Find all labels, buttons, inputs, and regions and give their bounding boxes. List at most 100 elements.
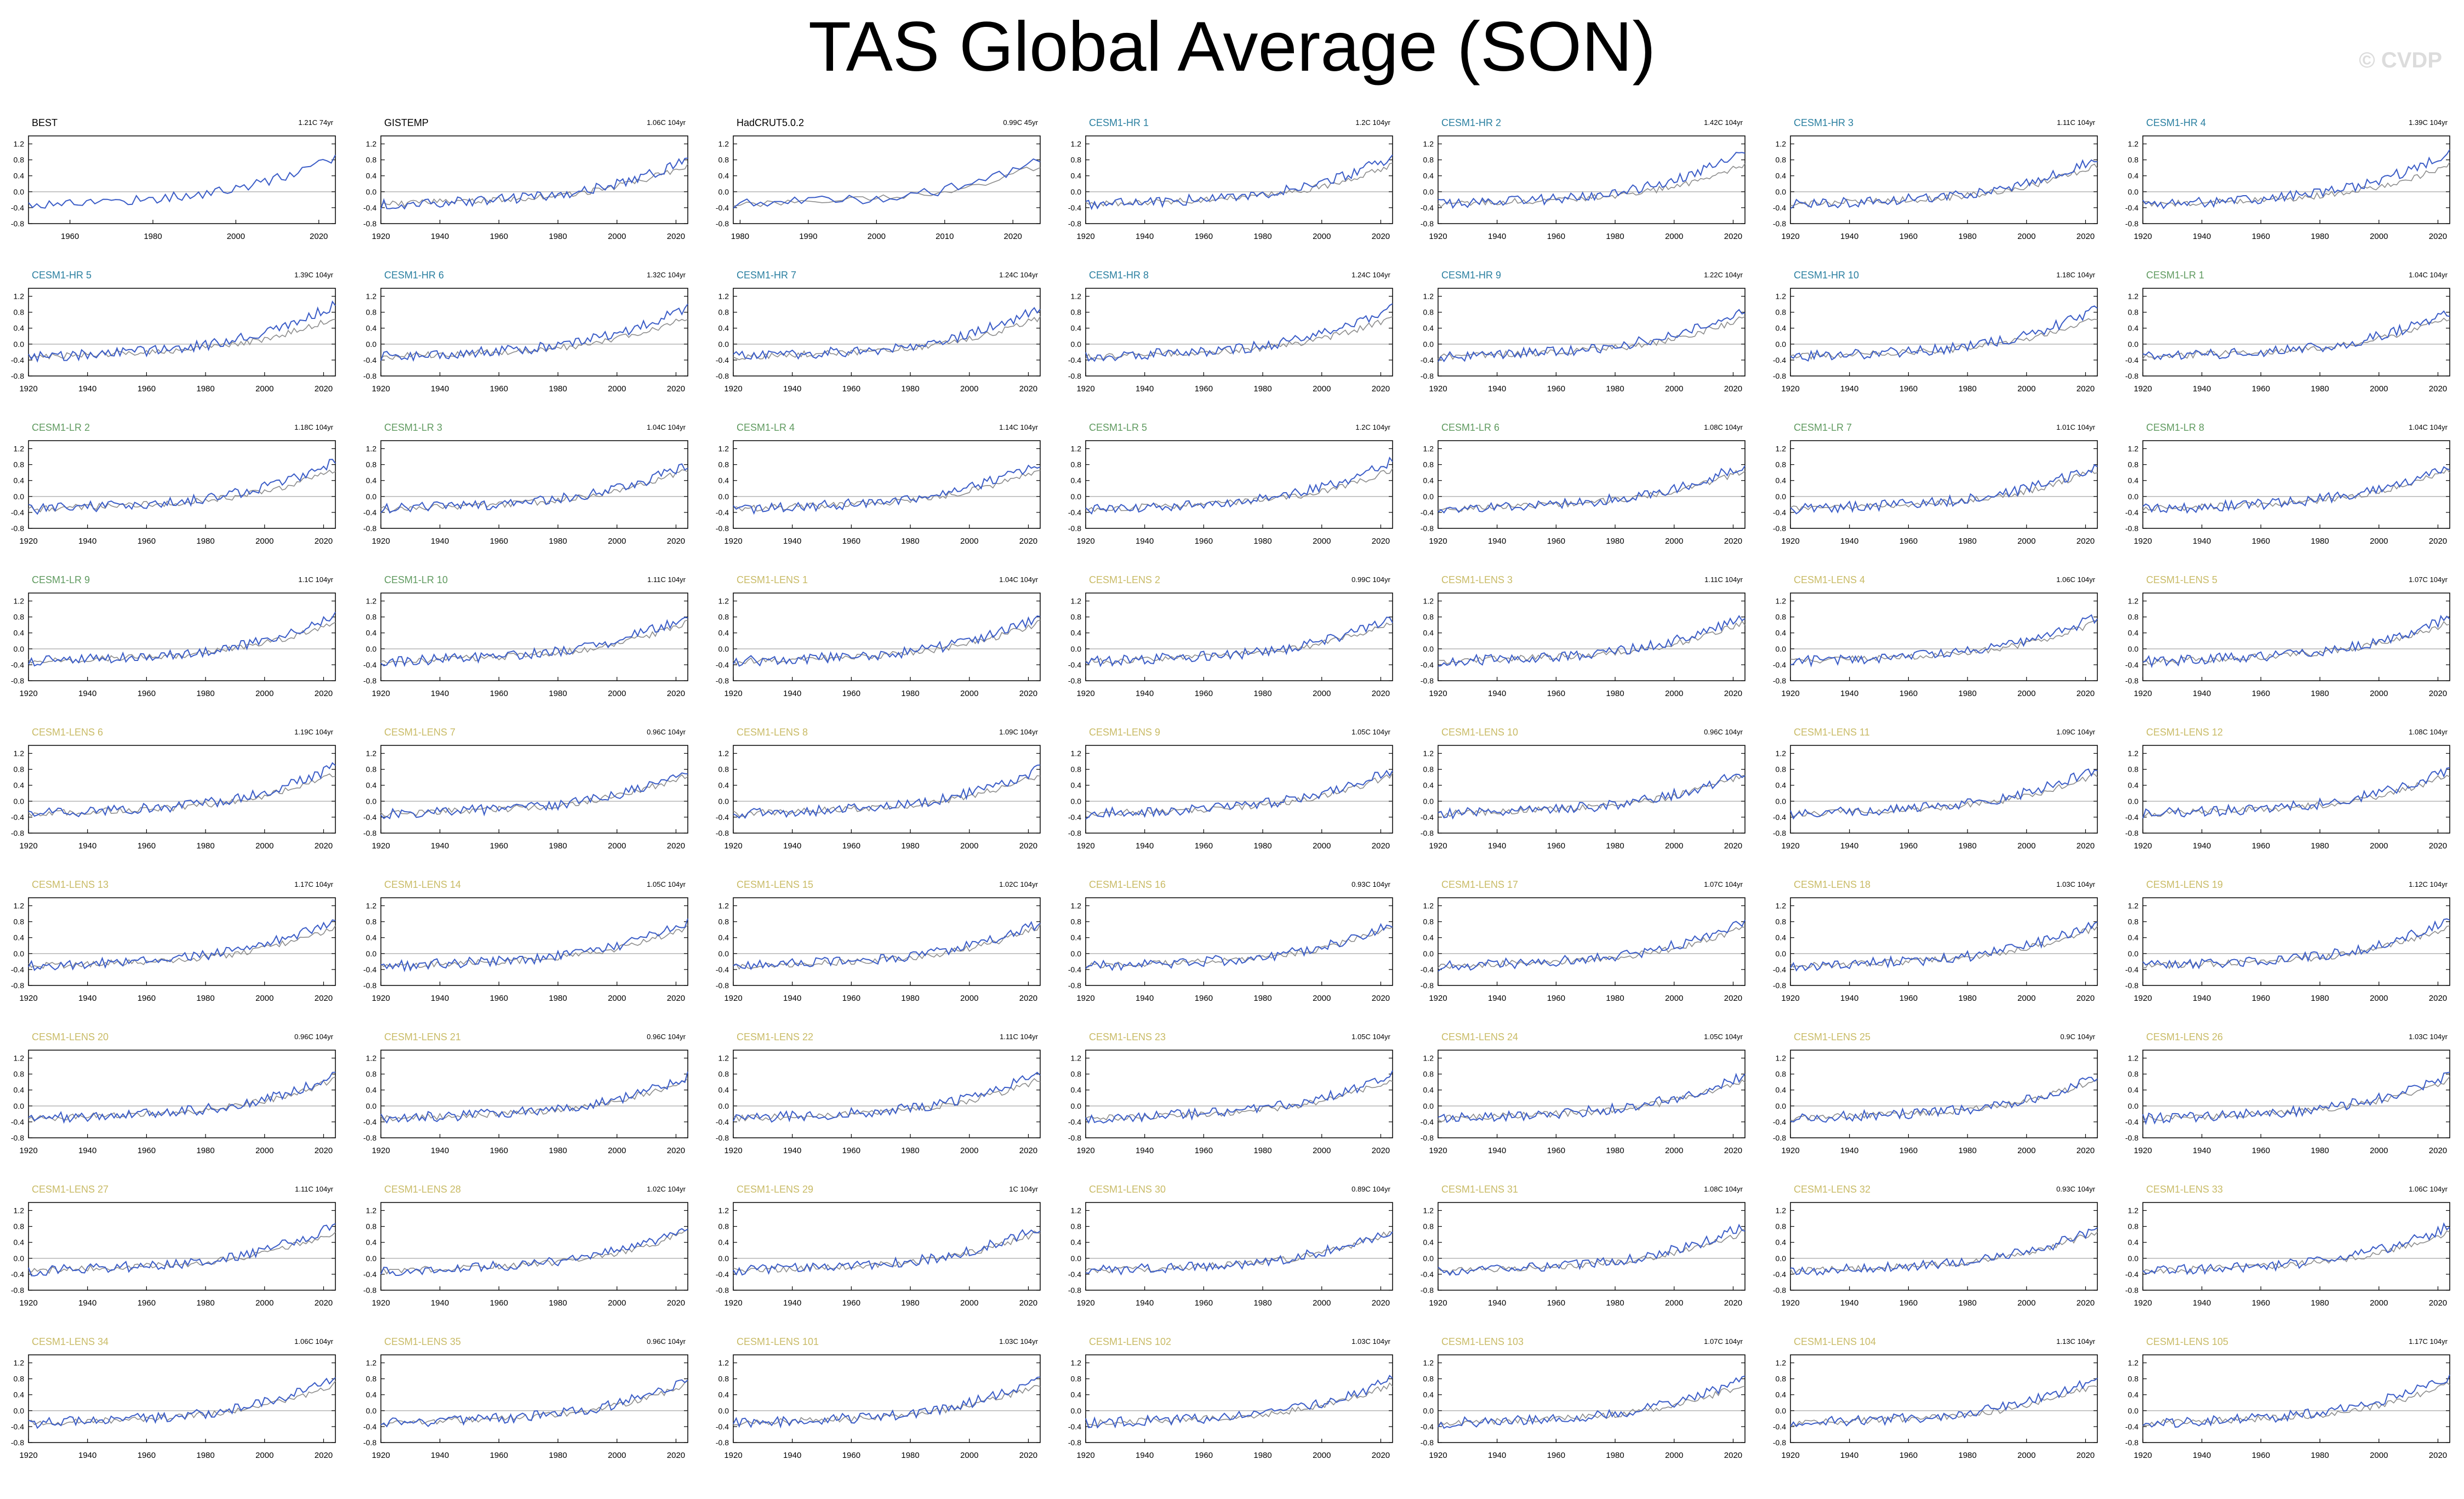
panel-title: CESM1-LENS 30 xyxy=(1089,1184,1166,1195)
x-tick-label: 2020 xyxy=(1372,384,1390,394)
y-tick-label: 0.0 xyxy=(366,492,377,501)
obs-series-line xyxy=(733,1385,1041,1426)
x-tick-label: 1940 xyxy=(1840,1451,1858,1460)
panel-trend: 1.09C 104yr xyxy=(999,728,1038,736)
y-tick-label: -0.8 xyxy=(11,676,24,685)
y-tick-label: 0.8 xyxy=(718,765,729,774)
y-tick-label: -0.8 xyxy=(2125,1286,2138,1295)
y-tick-label: 0.8 xyxy=(14,1222,25,1231)
x-tick-label: 2000 xyxy=(960,537,978,546)
x-tick-label: 1960 xyxy=(2252,1451,2270,1460)
y-tick-label: 0.4 xyxy=(1776,476,1787,485)
x-tick-label: 1980 xyxy=(549,689,567,698)
y-tick-label: 0.4 xyxy=(14,1086,25,1095)
y-tick-label: 1.2 xyxy=(2128,1054,2139,1063)
x-tick-label: 2000 xyxy=(255,384,273,394)
y-tick-label: -0.4 xyxy=(363,813,377,822)
y-tick-label: -0.8 xyxy=(716,981,729,990)
x-tick-label: 1960 xyxy=(138,384,156,394)
x-tick-label: 1940 xyxy=(1136,841,1154,851)
series-line xyxy=(380,1379,688,1428)
panel-title: CESM1-HR 8 xyxy=(1089,270,1149,281)
y-tick-label: 1.2 xyxy=(1423,749,1434,758)
y-tick-label: 0.8 xyxy=(2128,460,2139,469)
series-line xyxy=(1438,309,1746,363)
y-tick-label: 0.4 xyxy=(14,172,25,180)
plot-frame xyxy=(1790,1050,2098,1138)
panel-trend: 1.2C 104yr xyxy=(1355,423,1390,431)
x-tick-label: 2020 xyxy=(667,384,685,394)
x-tick-label: 2020 xyxy=(2429,384,2447,394)
panel-title: CESM1-LENS 19 xyxy=(2146,879,2223,890)
y-tick-label: -0.4 xyxy=(1421,660,1434,669)
panel: 1.2 0.8 0.4 0.0 -0.4 -0.8 1920 1940 1960 1980 2000… xyxy=(1068,879,1393,1003)
x-tick-label: 2000 xyxy=(2370,994,2388,1003)
y-tick-label: 0.0 xyxy=(2128,797,2139,806)
y-tick-label: 1.2 xyxy=(1423,902,1434,910)
x-tick-label: 2000 xyxy=(960,1146,978,1155)
y-tick-label: 1.2 xyxy=(718,1054,729,1063)
y-tick-label: 1.2 xyxy=(1423,1206,1434,1215)
y-tick-label: 0.8 xyxy=(2128,765,2139,774)
x-tick-label: 1980 xyxy=(2311,384,2329,394)
x-tick-label: 2020 xyxy=(1019,537,1037,546)
panel: 1.2 0.8 0.4 0.0 -0.4 -0.8 1920 1940 1960 1980 2000… xyxy=(1773,727,2098,851)
panel: 1.2 0.8 0.4 0.0 -0.4 -0.8 1920 1940 1960 1980 2000… xyxy=(1068,574,1393,698)
y-tick-label: -0.4 xyxy=(363,1118,377,1126)
plot-frame xyxy=(380,592,688,681)
panel-title: CESM1-LENS 33 xyxy=(2146,1184,2223,1195)
y-tick-label: -0.8 xyxy=(11,1438,24,1447)
x-tick-label: 1980 xyxy=(549,841,567,851)
obs-series-line xyxy=(2142,1382,2450,1427)
panel-title: CESM1-LENS 9 xyxy=(1089,727,1160,738)
x-tick-label: 1980 xyxy=(549,994,567,1003)
y-tick-label: 1.2 xyxy=(1776,902,1787,910)
x-tick-label: 1960 xyxy=(1195,537,1213,546)
panel: 1.2 0.8 0.4 0.0 -0.4 -0.8 1920 1940 1960 1980 2000… xyxy=(1773,1031,2098,1155)
panel-trend: 1.03C 104yr xyxy=(1351,1337,1390,1346)
panel-title: CESM1-LR 1 xyxy=(2146,270,2204,281)
y-tick-label: 0.0 xyxy=(1423,1254,1434,1263)
panel-title: CESM1-LENS 2 xyxy=(1089,574,1160,585)
x-tick-label: 2000 xyxy=(2370,537,2388,546)
y-tick-label: 0.0 xyxy=(14,1406,25,1415)
y-tick-label: -0.4 xyxy=(1068,660,1081,669)
x-tick-label: 1920 xyxy=(1781,689,1799,698)
x-tick-label: 2000 xyxy=(1665,232,1683,241)
x-tick-label: 1920 xyxy=(724,1451,742,1460)
y-tick-label: 1.2 xyxy=(366,292,377,301)
panel-trend: 1.17C 104yr xyxy=(2409,1337,2448,1346)
x-tick-label: 1960 xyxy=(138,1298,156,1308)
panel-title: CESM1-LENS 16 xyxy=(1089,879,1166,890)
panel-title: CESM1-LENS 25 xyxy=(1794,1031,1870,1042)
x-tick-label: 1920 xyxy=(372,1451,390,1460)
series-line xyxy=(28,762,336,818)
x-tick-label: 2000 xyxy=(1665,841,1683,851)
x-tick-label: 2000 xyxy=(2370,689,2388,698)
x-tick-label: 2020 xyxy=(2077,689,2095,698)
x-tick-label: 1960 xyxy=(1195,994,1213,1003)
y-tick-label: -0.8 xyxy=(1068,981,1081,990)
y-tick-label: -0.8 xyxy=(716,524,729,533)
x-tick-label: 2000 xyxy=(608,994,626,1003)
y-tick-label: 1.2 xyxy=(1776,292,1787,301)
x-tick-label: 1920 xyxy=(19,689,37,698)
x-tick-label: 1920 xyxy=(2134,994,2152,1003)
x-tick-label: 2020 xyxy=(1724,1451,1742,1460)
x-tick-label: 1960 xyxy=(2252,994,2270,1003)
x-tick-label: 1940 xyxy=(1840,841,1858,851)
y-tick-label: 0.4 xyxy=(718,172,729,180)
y-tick-label: 0.4 xyxy=(14,324,25,333)
y-tick-label: -0.4 xyxy=(1068,813,1081,822)
y-tick-label: 0.4 xyxy=(1776,324,1787,333)
x-tick-label: 1940 xyxy=(431,537,449,546)
x-tick-label: 1960 xyxy=(1547,384,1565,394)
x-tick-label: 2020 xyxy=(2429,689,2447,698)
y-tick-label: -0.4 xyxy=(716,1270,729,1279)
plot-frame xyxy=(1085,592,1393,681)
series-line xyxy=(733,1071,1041,1123)
x-tick-label: 1920 xyxy=(2134,1146,2152,1155)
y-tick-label: 0.0 xyxy=(718,645,729,653)
series-line xyxy=(1790,1076,2098,1123)
obs-series-line xyxy=(380,469,688,512)
